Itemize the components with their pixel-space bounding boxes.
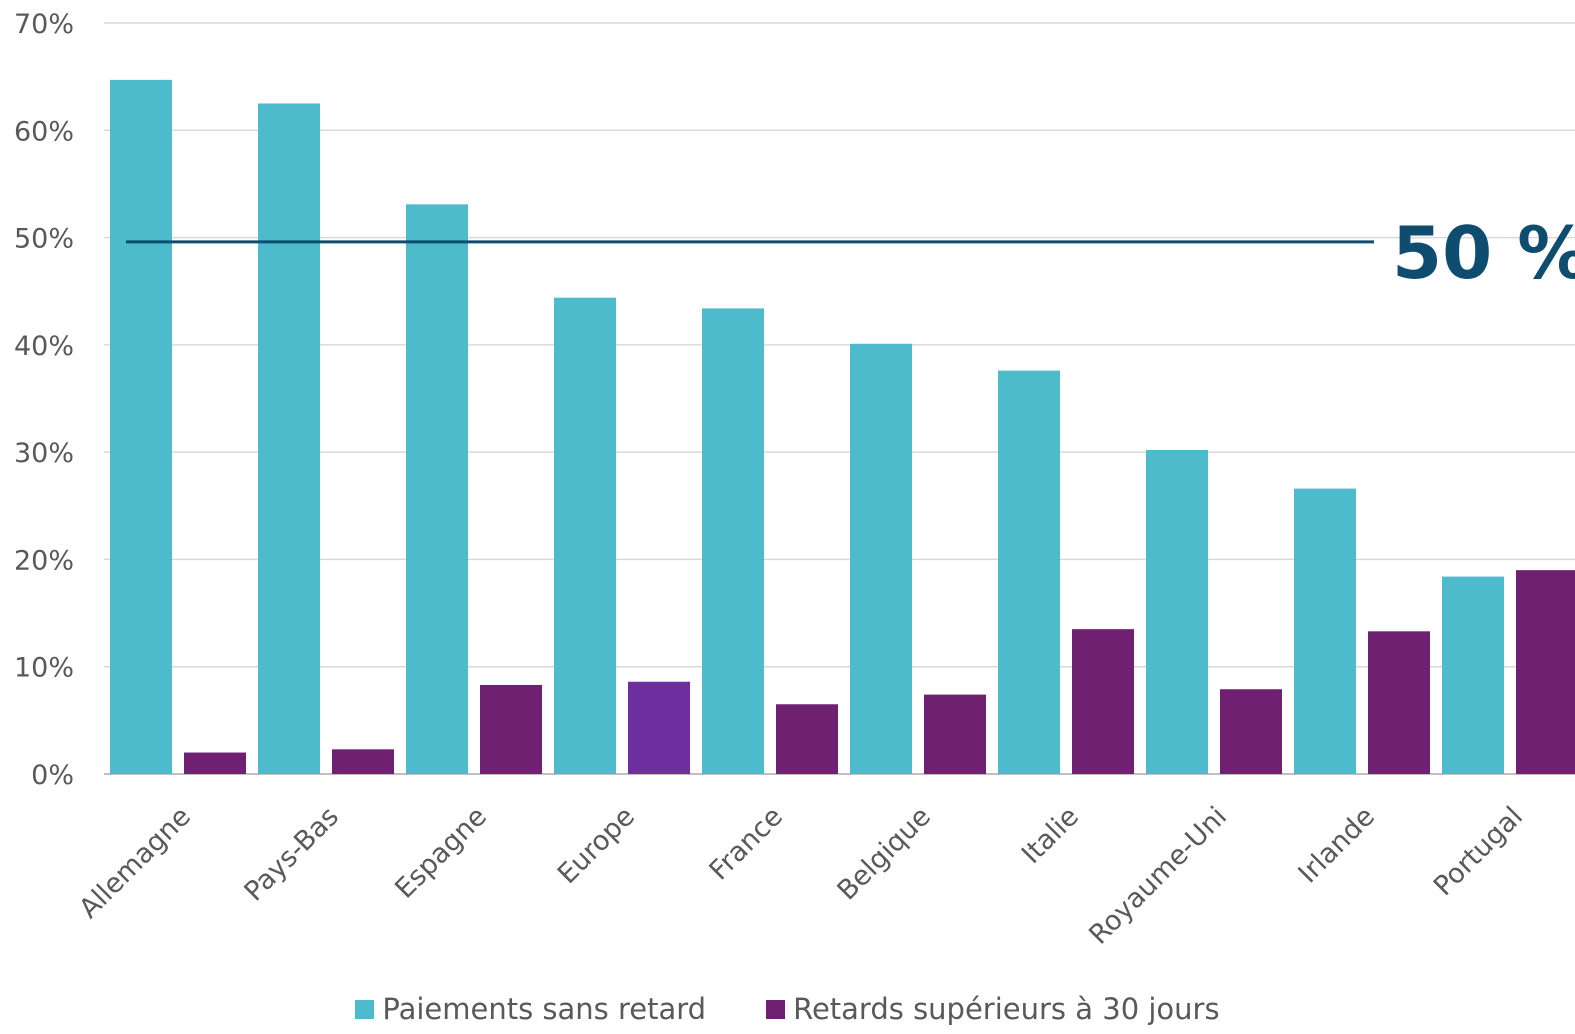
y-tick-label: 60% xyxy=(14,116,74,147)
bar-on-time-6 xyxy=(998,370,1060,774)
x-tick-label: Belgique xyxy=(831,801,936,906)
y-tick-label: 50% xyxy=(14,224,74,255)
bar-chart: 0% 10% 20% 30% 40% 50% 60% 70% Allemagne Pays-Ba… xyxy=(14,9,1575,951)
legend-item-series-2: Retards supérieurs à 30 jours xyxy=(766,992,1220,1026)
y-tick-label: 10% xyxy=(14,653,74,684)
y-tick-label: 20% xyxy=(14,545,74,576)
x-tick-label: Allemagne xyxy=(73,801,197,925)
bar-late-5 xyxy=(924,694,986,774)
legend-label-series-2: Retards supérieurs à 30 jours xyxy=(793,992,1220,1026)
legend: Paiements sans retard Retards supérieurs… xyxy=(0,986,1575,1032)
y-tick-label: 0% xyxy=(31,760,74,791)
bar-on-time-0 xyxy=(110,79,172,774)
x-tick-label: Pays-Bas xyxy=(238,801,344,907)
bar-late-9 xyxy=(1516,570,1575,774)
x-tick-label: Portugal xyxy=(1428,801,1529,902)
bar-on-time-5 xyxy=(850,343,912,774)
bar-late-1 xyxy=(332,749,394,774)
bar-late-2 xyxy=(480,684,542,774)
bar-late-7 xyxy=(1220,689,1282,774)
y-tick-label: 40% xyxy=(14,331,74,362)
bar-on-time-4 xyxy=(702,308,764,774)
legend-label-series-1: Paiements sans retard xyxy=(382,992,707,1026)
bar-late-3 xyxy=(628,681,690,774)
y-axis-ticks: 0% 10% 20% 30% 40% 50% 60% 70% xyxy=(14,9,74,791)
bar-on-time-8 xyxy=(1294,488,1356,774)
y-tick-label: 70% xyxy=(14,9,74,40)
x-tick-label: Europe xyxy=(552,801,641,890)
legend-item-series-1: Paiements sans retard xyxy=(355,992,706,1026)
reference-line-group: 50 % xyxy=(126,211,1575,295)
bar-late-0 xyxy=(184,752,246,774)
bar-late-8 xyxy=(1368,631,1430,774)
bar-late-6 xyxy=(1072,629,1134,774)
x-tick-label: Irlande xyxy=(1293,801,1381,889)
bar-late-4 xyxy=(776,704,838,774)
bar-on-time-3 xyxy=(554,297,616,774)
reference-line-label: 50 % xyxy=(1392,211,1575,295)
x-axis-labels: Allemagne Pays-Bas Espagne Europe France Belg… xyxy=(73,801,1529,951)
bar-on-time-9 xyxy=(1442,576,1504,774)
bar-on-time-1 xyxy=(258,103,320,774)
legend-swatch-series-1 xyxy=(355,999,375,1019)
x-tick-label: Espagne xyxy=(389,801,493,905)
y-tick-label: 30% xyxy=(14,438,74,469)
x-tick-label: Italie xyxy=(1016,801,1085,870)
x-tick-label: Royaume-Uni xyxy=(1083,801,1233,951)
bars xyxy=(110,79,1575,774)
x-tick-label: France xyxy=(704,801,789,886)
bar-on-time-2 xyxy=(406,204,468,774)
legend-swatch-series-2 xyxy=(766,999,786,1019)
bar-on-time-7 xyxy=(1146,449,1208,774)
